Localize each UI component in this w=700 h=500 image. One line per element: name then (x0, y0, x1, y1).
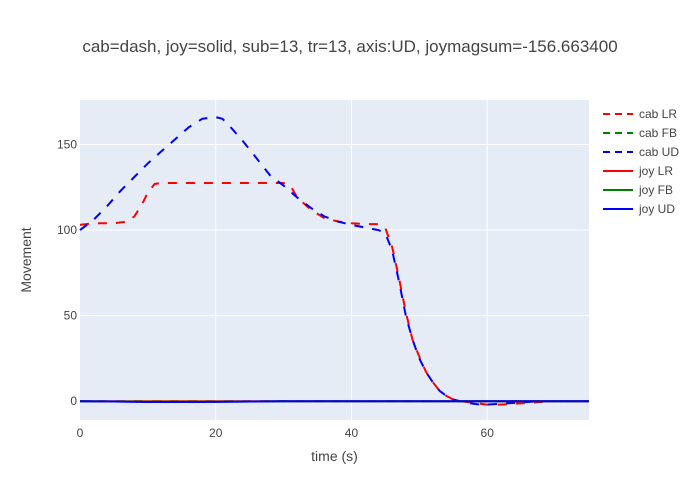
y-tick-label-3: 150 (57, 137, 77, 151)
y-axis-title: Movement (18, 227, 34, 292)
series-line-cab-lr (79, 182, 589, 406)
legend-label-cab-fb: cab FB (639, 126, 677, 140)
x-tick-label-0: 0 (77, 426, 84, 440)
legend-label-joy-fb: joy FB (638, 183, 673, 197)
y-tick-label-1: 50 (64, 309, 78, 323)
x-tick-label-3: 60 (481, 426, 495, 440)
series-line-joy-ud (79, 400, 589, 403)
x-tick-label-1: 20 (209, 426, 223, 440)
chart-title: cab=dash, joy=solid, sub=13, tr=13, axis… (82, 37, 617, 56)
series-line-cab-ud (79, 116, 589, 406)
x-axis-title: time (s) (311, 448, 358, 464)
grid (80, 100, 589, 420)
y-axis-ticks: 0 50 100 150 (57, 137, 77, 408)
x-tick-label-2: 40 (345, 426, 359, 440)
legend-label-cab-lr: cab LR (639, 107, 677, 121)
legend: cab LR cab FB cab UD joy LR joy FB joy UD (603, 107, 679, 216)
series-group (79, 116, 589, 406)
x-axis-ticks: 0 20 40 60 (77, 426, 495, 440)
y-tick-label-2: 100 (57, 223, 77, 237)
legend-label-cab-ud: cab UD (639, 145, 679, 159)
plot-area (80, 100, 589, 420)
legend-label-joy-ud: joy UD (638, 202, 675, 216)
y-tick-label-0: 0 (70, 394, 77, 408)
legend-label-joy-lr: joy LR (638, 164, 673, 178)
